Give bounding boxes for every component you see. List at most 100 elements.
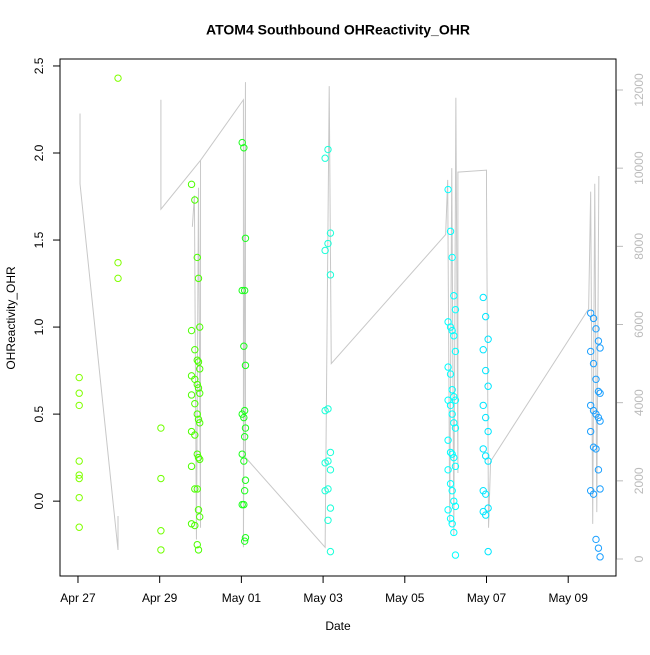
point: [114, 258, 122, 267]
point: [444, 436, 452, 444]
x-tick-label: May 05: [385, 591, 425, 605]
point: [450, 292, 458, 300]
point: [444, 506, 452, 514]
point: [193, 485, 201, 493]
point: [75, 401, 83, 410]
y2-tick-label: 2000: [632, 467, 646, 494]
point: [191, 485, 199, 493]
point: [194, 546, 203, 554]
point: [324, 145, 332, 154]
point: [196, 419, 204, 427]
point: [240, 500, 248, 509]
point: [450, 497, 458, 505]
point: [187, 462, 196, 471]
point: [114, 74, 122, 82]
point: [75, 373, 83, 382]
y-tick-label: 2.5: [32, 57, 46, 74]
point: [324, 516, 332, 524]
point: [191, 399, 199, 408]
point: [586, 347, 595, 356]
point: [157, 474, 165, 483]
point: [596, 485, 604, 493]
point: [191, 431, 199, 439]
point: [326, 448, 335, 457]
point: [448, 520, 456, 528]
y-tick-label: 0.5: [32, 405, 46, 422]
point: [238, 286, 246, 295]
point: [448, 253, 456, 262]
point: [589, 490, 598, 498]
point: [594, 544, 603, 552]
point: [484, 457, 492, 465]
y2-tick-label: 10000: [632, 151, 646, 185]
point: [241, 534, 250, 542]
point: [450, 419, 458, 427]
x-tick-label: May 03: [303, 591, 343, 605]
point: [481, 413, 490, 422]
point: [321, 459, 329, 467]
point: [326, 271, 335, 279]
point: [196, 455, 204, 464]
point: [479, 401, 487, 410]
point: [240, 342, 248, 350]
point: [446, 370, 455, 378]
point: [187, 180, 196, 189]
point: [592, 325, 600, 333]
point: [326, 229, 335, 237]
x-tick-label: Apr 29: [142, 591, 178, 605]
y2-tick-label: 6000: [632, 311, 646, 338]
point: [321, 154, 329, 162]
point: [240, 144, 248, 152]
point: [324, 239, 332, 248]
point: [196, 323, 204, 331]
y-tick-label: 1.0: [32, 318, 46, 335]
point: [326, 547, 335, 556]
point: [451, 551, 460, 559]
point: [484, 547, 492, 556]
point: [592, 445, 600, 453]
point: [194, 506, 203, 514]
point: [194, 274, 203, 283]
point: [446, 480, 455, 488]
point: [444, 185, 452, 194]
line: [160, 99, 201, 211]
point: [114, 274, 122, 283]
point: [240, 487, 249, 495]
y-tick-label: 1.5: [32, 231, 46, 248]
x-axis-label: Date: [325, 619, 351, 633]
point: [451, 396, 460, 404]
point: [448, 386, 456, 394]
point: [446, 514, 455, 523]
point: [193, 380, 201, 389]
point: [194, 358, 203, 366]
point: [479, 346, 487, 354]
point: [589, 314, 598, 323]
point: [240, 413, 248, 422]
point: [451, 305, 460, 314]
point: [196, 513, 204, 521]
x-tick-label: May 07: [467, 591, 507, 605]
point: [75, 474, 83, 483]
point: [594, 337, 603, 345]
point: [451, 347, 460, 356]
point: [194, 453, 203, 462]
point: [450, 393, 458, 401]
y2-tick-label: 4000: [632, 389, 646, 416]
point: [321, 406, 329, 415]
point: [194, 415, 203, 424]
point: [193, 540, 201, 549]
point: [75, 471, 83, 479]
point: [326, 504, 335, 512]
x-tick-label: May 01: [222, 591, 262, 605]
point: [75, 493, 83, 502]
point: [586, 427, 595, 436]
point: [187, 391, 196, 399]
point: [193, 356, 201, 364]
point: [448, 450, 456, 458]
point: [479, 445, 487, 453]
point: [479, 293, 487, 302]
point: [157, 546, 165, 554]
y2-tick-label: 12000: [632, 73, 646, 107]
line: [79, 113, 119, 551]
point: [157, 527, 165, 535]
